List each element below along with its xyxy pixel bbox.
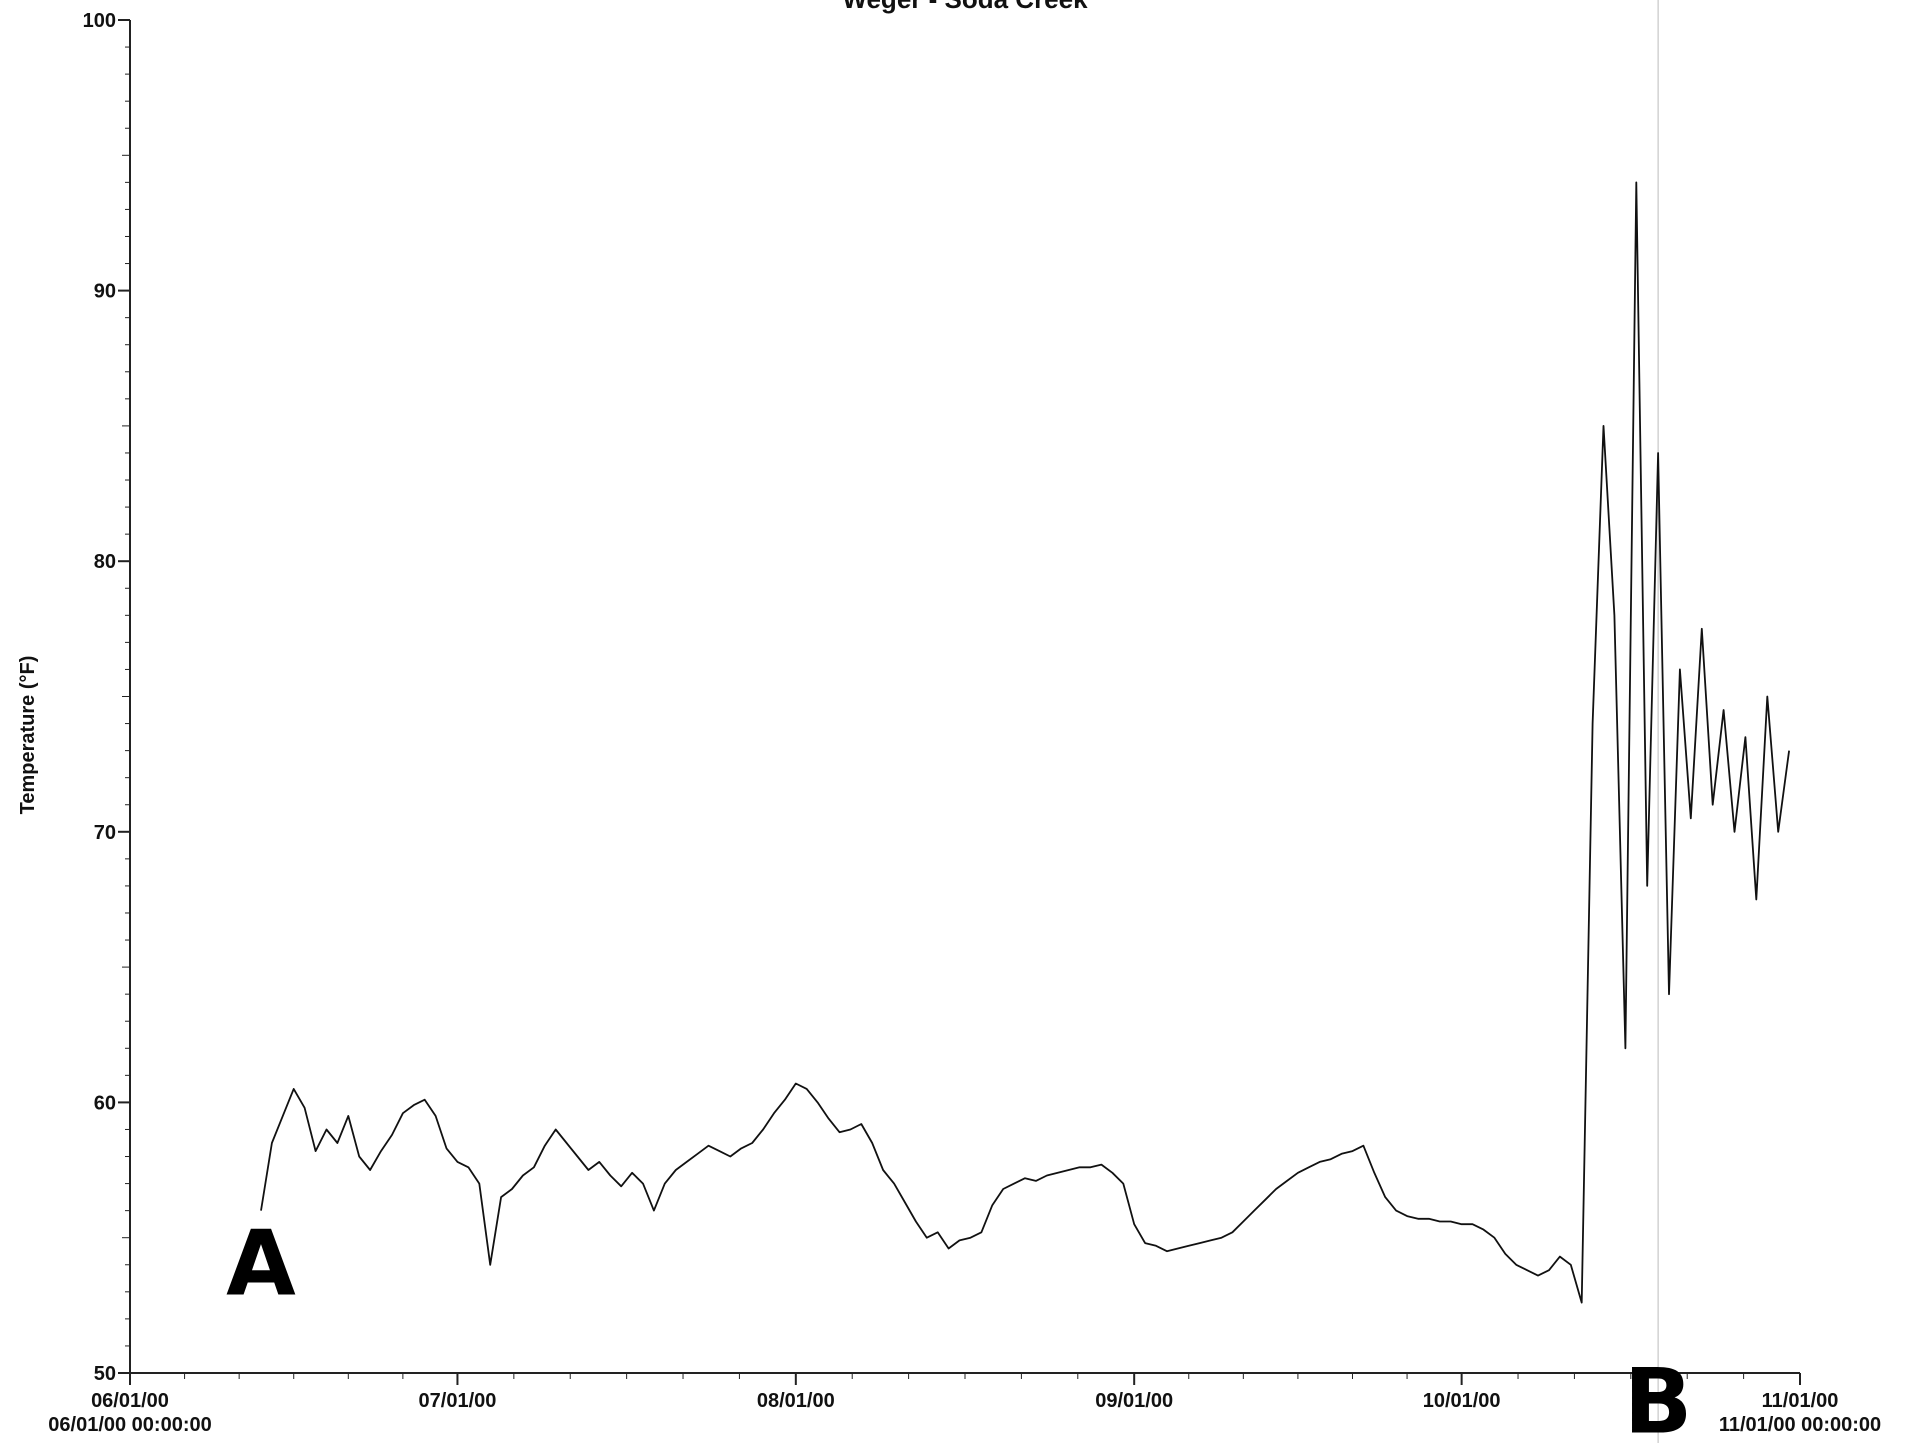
y-axis-label: Temperature (°F) (17, 656, 39, 815)
x-tick-label: 08/01/00 (757, 1390, 835, 1412)
x-tick-label: 06/01/00 (91, 1390, 169, 1412)
y-tick-label: 100 (83, 10, 116, 32)
annotations-group: AB (226, 1212, 1692, 1443)
x-tick-label: 11/01/00 (1762, 1390, 1839, 1412)
series-line-temperature (260, 181, 1790, 1304)
y-axis-ticks: 50 60 70 80 90 100 (83, 10, 130, 1385)
annotation-b: B (1624, 1350, 1693, 1443)
x-tick-sublabel: 11/01/00 00:00:00 (1719, 1414, 1881, 1436)
x-tick-label: 07/01/00 (419, 1390, 497, 1412)
chart-title: Weger - Soda Creek (842, 0, 1088, 14)
x-tick-sublabel: 06/01/00 00:00:00 (48, 1414, 211, 1436)
x-tick-label: 10/01/00 (1423, 1390, 1501, 1412)
y-tick-label: 60 (94, 1092, 116, 1114)
y-tick-label: 70 (94, 822, 116, 844)
y-tick-label: 90 (94, 281, 116, 303)
series-group (260, 181, 1790, 1304)
y-tick-label: 50 (94, 1363, 116, 1385)
y-tick-label: 80 (94, 551, 116, 573)
annotation-a: A (226, 1212, 296, 1317)
x-tick-label: 09/01/00 (1095, 1390, 1173, 1412)
